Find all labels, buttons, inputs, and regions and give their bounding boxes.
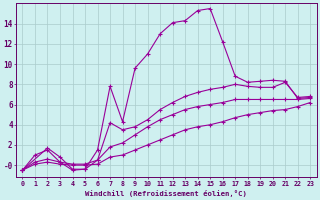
X-axis label: Windchill (Refroidissement éolien,°C): Windchill (Refroidissement éolien,°C): [85, 190, 247, 197]
